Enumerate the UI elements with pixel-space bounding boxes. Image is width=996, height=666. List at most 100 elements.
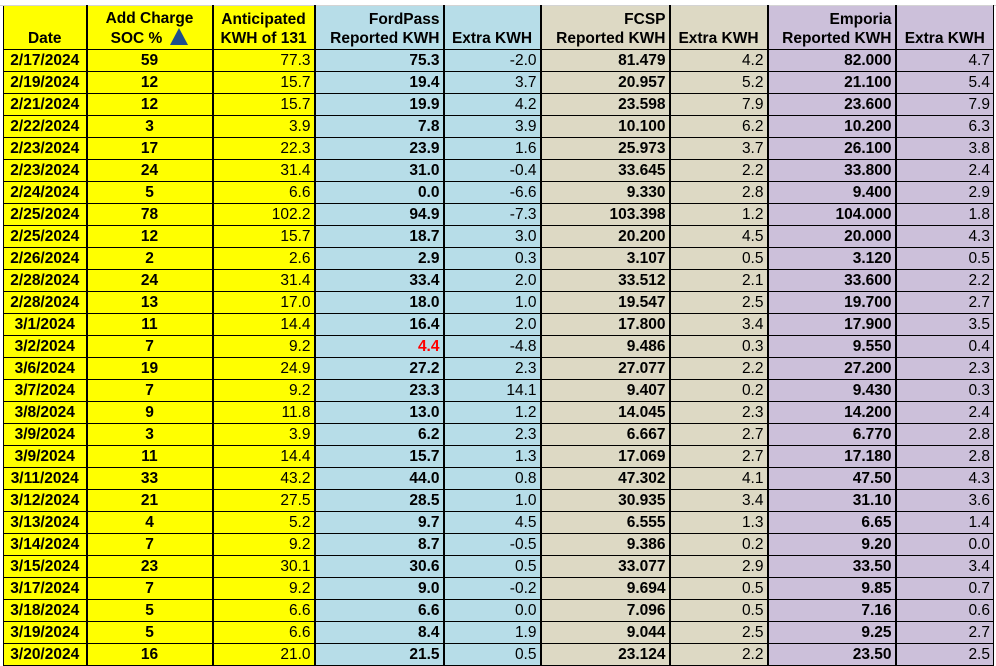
cell-emporia-extra[interactable]: 7.9 [894,93,994,116]
cell-fordpass-extra[interactable]: 0.8 [442,467,541,490]
cell-emporia-reported[interactable]: 9.400 [766,181,896,204]
cell-date[interactable]: 3/6/2024 [3,357,87,380]
cell-fordpass-reported[interactable]: 18.0 [313,291,444,314]
header-fcsp-extra[interactable]: Extra KWH [668,5,768,50]
cell-fordpass-extra[interactable]: 0.3 [442,247,541,270]
header-soc[interactable]: Add Charge SOC % [85,5,213,50]
cell-emporia-reported[interactable]: 82.000 [766,49,896,72]
cell-date[interactable]: 3/8/2024 [3,401,87,424]
cell-fordpass-reported[interactable]: 18.7 [313,225,444,248]
cell-emporia-extra[interactable]: 3.4 [894,555,994,578]
cell-fordpass-reported[interactable]: 27.2 [313,357,444,380]
cell-fcsp-reported[interactable]: 47.302 [539,467,670,490]
cell-emporia-extra[interactable]: 3.5 [894,313,994,336]
header-emporia[interactable]: Emporia Reported KWH [766,5,896,50]
cell-fcsp-extra[interactable]: 2.2 [668,159,768,182]
cell-date[interactable]: 2/25/2024 [3,203,87,226]
cell-emporia-extra[interactable]: 1.4 [894,511,994,534]
cell-date[interactable]: 3/7/2024 [3,379,87,402]
cell-fordpass-extra[interactable]: 3.0 [442,225,541,248]
cell-anticipated[interactable]: 17.0 [211,291,315,314]
cell-anticipated[interactable]: 43.2 [211,467,315,490]
cell-fordpass-extra[interactable]: -2.0 [442,49,541,72]
cell-anticipated[interactable]: 15.7 [211,225,315,248]
cell-emporia-extra[interactable]: 4.3 [894,467,994,490]
cell-anticipated[interactable]: 77.3 [211,49,315,72]
cell-anticipated[interactable]: 5.2 [211,511,315,534]
cell-date[interactable]: 2/19/2024 [3,71,87,94]
header-date[interactable]: Date [3,5,87,50]
cell-anticipated[interactable]: 11.8 [211,401,315,424]
cell-fordpass-extra[interactable]: 4.5 [442,511,541,534]
cell-fcsp-reported[interactable]: 6.667 [539,423,670,446]
cell-fordpass-reported[interactable]: 33.4 [313,269,444,292]
cell-fcsp-reported[interactable]: 10.100 [539,115,670,138]
cell-date[interactable]: 2/26/2024 [3,247,87,270]
cell-fordpass-reported[interactable]: 23.3 [313,379,444,402]
cell-fordpass-extra[interactable]: -7.3 [442,203,541,226]
cell-emporia-extra[interactable]: 0.7 [894,577,994,600]
cell-fcsp-reported[interactable]: 7.096 [539,599,670,622]
cell-fcsp-extra[interactable]: 4.1 [668,467,768,490]
cell-emporia-extra[interactable]: 4.7 [894,49,994,72]
cell-fordpass-extra[interactable]: 14.1 [442,379,541,402]
cell-emporia-reported[interactable]: 20.000 [766,225,896,248]
cell-fordpass-reported[interactable]: 30.6 [313,555,444,578]
cell-fordpass-reported[interactable]: 13.0 [313,401,444,424]
cell-anticipated[interactable]: 3.9 [211,423,315,446]
cell-soc[interactable]: 7 [85,379,213,402]
cell-emporia-extra[interactable]: 0.0 [894,533,994,556]
cell-emporia-reported[interactable]: 19.700 [766,291,896,314]
cell-anticipated[interactable]: 14.4 [211,445,315,468]
cell-date[interactable]: 3/11/2024 [3,467,87,490]
cell-emporia-reported[interactable]: 33.600 [766,269,896,292]
cell-anticipated[interactable]: 9.2 [211,335,315,358]
cell-fcsp-reported[interactable]: 9.044 [539,621,670,644]
cell-date[interactable]: 3/14/2024 [3,533,87,556]
cell-emporia-reported[interactable]: 33.50 [766,555,896,578]
cell-emporia-extra[interactable]: 2.4 [894,401,994,424]
cell-fordpass-extra[interactable]: 1.0 [442,489,541,512]
cell-anticipated[interactable]: 15.7 [211,93,315,116]
cell-date[interactable]: 3/9/2024 [3,423,87,446]
cell-date[interactable]: 3/15/2024 [3,555,87,578]
cell-fordpass-reported[interactable]: 7.8 [313,115,444,138]
cell-fordpass-extra[interactable]: 1.9 [442,621,541,644]
cell-fordpass-extra[interactable]: 2.0 [442,313,541,336]
cell-fcsp-extra[interactable]: 2.7 [668,445,768,468]
cell-soc[interactable]: 5 [85,599,213,622]
cell-fordpass-extra[interactable]: 2.0 [442,269,541,292]
cell-anticipated[interactable]: 6.6 [211,181,315,204]
cell-fcsp-reported[interactable]: 25.973 [539,137,670,160]
cell-emporia-reported[interactable]: 10.200 [766,115,896,138]
cell-fordpass-extra[interactable]: -0.4 [442,159,541,182]
cell-date[interactable]: 2/22/2024 [3,115,87,138]
cell-soc[interactable]: 5 [85,621,213,644]
cell-fordpass-reported[interactable]: 9.7 [313,511,444,534]
cell-emporia-extra[interactable]: 3.8 [894,137,994,160]
cell-fcsp-extra[interactable]: 1.3 [668,511,768,534]
cell-emporia-reported[interactable]: 14.200 [766,401,896,424]
cell-fcsp-reported[interactable]: 23.124 [539,643,670,666]
cell-fordpass-reported[interactable]: 4.4 [313,335,444,358]
cell-fordpass-extra[interactable]: 3.7 [442,71,541,94]
cell-fcsp-reported[interactable]: 9.407 [539,379,670,402]
cell-fcsp-extra[interactable]: 0.2 [668,379,768,402]
cell-soc[interactable]: 9 [85,401,213,424]
cell-anticipated[interactable]: 14.4 [211,313,315,336]
cell-fcsp-reported[interactable]: 6.555 [539,511,670,534]
cell-fcsp-extra[interactable]: 2.9 [668,555,768,578]
cell-fcsp-extra[interactable]: 4.2 [668,49,768,72]
cell-soc[interactable]: 78 [85,203,213,226]
cell-emporia-extra[interactable]: 1.8 [894,203,994,226]
cell-fordpass-extra[interactable]: -4.8 [442,335,541,358]
cell-soc[interactable]: 21 [85,489,213,512]
cell-fcsp-extra[interactable]: 4.5 [668,225,768,248]
cell-anticipated[interactable]: 9.2 [211,577,315,600]
cell-soc[interactable]: 7 [85,335,213,358]
cell-fordpass-reported[interactable]: 31.0 [313,159,444,182]
cell-fordpass-extra[interactable]: 2.3 [442,423,541,446]
cell-emporia-extra[interactable]: 2.9 [894,181,994,204]
cell-fcsp-reported[interactable]: 33.512 [539,269,670,292]
cell-date[interactable]: 2/28/2024 [3,269,87,292]
